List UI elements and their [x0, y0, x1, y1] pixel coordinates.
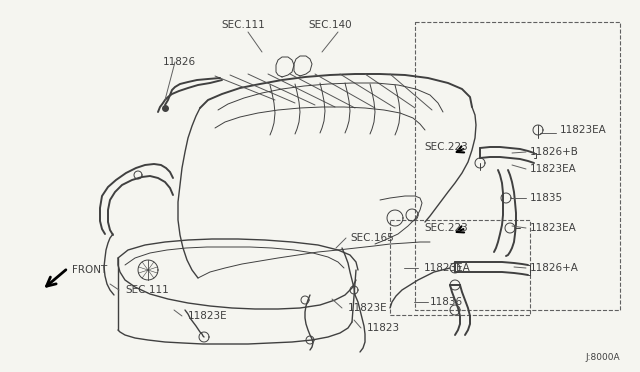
- Text: SEC.111: SEC.111: [125, 285, 169, 295]
- Text: 11823EA: 11823EA: [530, 164, 577, 174]
- Text: 11826+A: 11826+A: [530, 263, 579, 273]
- Text: SEC.140: SEC.140: [308, 20, 352, 30]
- Text: 11836: 11836: [430, 297, 463, 307]
- Text: 11823EA: 11823EA: [424, 263, 471, 273]
- Text: FRONT: FRONT: [72, 265, 108, 275]
- Text: 11823: 11823: [367, 323, 400, 333]
- Text: SEC.165: SEC.165: [350, 233, 394, 243]
- Text: 11823EA: 11823EA: [560, 125, 607, 135]
- Text: 11835: 11835: [530, 193, 563, 203]
- Text: 11823E: 11823E: [188, 311, 228, 321]
- Text: J:8000A: J:8000A: [586, 353, 620, 362]
- Text: SEC.223: SEC.223: [424, 223, 468, 233]
- Text: 11823E: 11823E: [348, 303, 388, 313]
- Text: SEC.223: SEC.223: [424, 142, 468, 152]
- Text: SEC.111: SEC.111: [221, 20, 265, 30]
- Text: 11826: 11826: [163, 57, 196, 67]
- Text: 11826+B: 11826+B: [530, 147, 579, 157]
- Text: 11823EA: 11823EA: [530, 223, 577, 233]
